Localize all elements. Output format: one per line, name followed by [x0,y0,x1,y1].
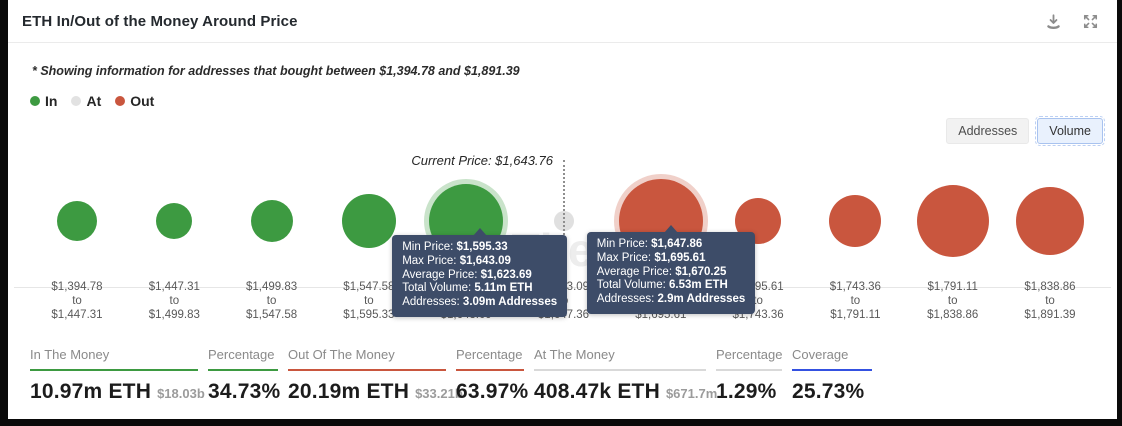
axis-label: $1,499.83 to $1,547.58 [246,281,298,321]
tooltip: Min Price: $1,647.86 Max Price: $1,695.61… [586,225,756,314]
tooltip: Min Price: $1,595.33 Max Price: $1,643.09… [392,228,568,317]
stat-secondary-value: $671.7m [665,386,718,401]
tooltip-line: Addresses: 2.9m Addresses [596,293,746,306]
axis-label: $1,547.58 to $1,595.33 [343,281,395,321]
stat-values: 10.97m ETH $18.03b [30,380,205,404]
download-icon[interactable] [1045,13,1062,30]
stat-values: 25.73% [792,380,872,404]
current-price-label: Current Price: $1,643.76 [411,153,553,168]
bubble-out-10[interactable] [916,185,989,257]
addresses-toggle-button[interactable]: Addresses [946,118,1030,144]
stat-values: 20.19m ETH $33.21b [288,380,463,404]
stat-label: In The Money [30,347,198,371]
stat-value: 408.47k ETH [534,380,660,403]
axis-label: $1,447.31 to $1,499.83 [148,281,200,321]
legend-item-in[interactable]: In [30,93,57,109]
stat-value: 10.97m ETH [30,380,152,403]
stat-values: 408.47k ETH $671.7m [534,380,717,404]
stat-at-the-money: At The Money 408.47k ETH $671.7m [534,347,717,404]
axis-label: $1,838.86 to $1,891.39 [1024,281,1076,321]
tooltip-line: Min Price: $1,647.86 [596,238,703,250]
axis-label: $1,394.78 to $1,447.31 [51,281,103,321]
tooltip-line: Total Volume: 6.53m ETH [596,279,728,292]
tooltip-line: Average Price: $1,623.69 [402,268,532,281]
tooltip-line: Total Volume: 5.11m ETH [402,282,533,295]
stat-secondary-value: $33.21b [415,386,463,401]
stat-secondary-value: $18.03b [157,386,205,401]
filter-note: * Showing information for addresses that… [32,64,520,78]
stat-label: Percentage [456,347,524,371]
legend-item-at[interactable]: At [71,93,101,109]
stat-label: Percentage [716,347,783,371]
stat-value: 34.73% [208,380,281,403]
stat-in-the-money: In The Money 10.97m ETH $18.03b [30,347,205,404]
tooltip-notch-icon [664,225,679,233]
stat-value: 1.29% [716,380,777,403]
view-toggle: Addresses Volume [946,116,1105,146]
bubble-in-1[interactable] [57,201,97,241]
bubble-out-9[interactable] [829,195,882,247]
bubble-in-3[interactable] [250,200,293,242]
expand-icon[interactable] [1082,13,1099,30]
legend-label: In [45,93,58,109]
legend-dot-icon [115,96,126,106]
tooltip-notch-icon [472,228,487,236]
bubble-in-4[interactable] [341,194,396,248]
stat-values: 63.97% [456,380,528,404]
tooltip-line: Max Price: $1,643.09 [402,254,511,267]
tooltip-line: Min Price: $1,595.33 [402,241,508,253]
stat-value: 25.73% [792,380,865,403]
stat-percentage: Percentage 34.73% [208,347,281,404]
legend-item-out[interactable]: Out [115,93,154,109]
stat-out-of-the-money: Out Of The Money 20.19m ETH $33.21b [288,347,463,404]
page-title: ETH In/Out of the Money Around Price [22,12,298,30]
stat-values: 34.73% [208,380,281,404]
stat-percentage: Percentage 63.97% [456,347,528,404]
stat-label: At The Money [534,347,706,371]
volume-toggle-button[interactable]: Volume [1035,116,1105,146]
tooltip-line: Max Price: $1,695.61 [596,251,706,264]
legend-dot-icon [71,96,82,106]
axis-label: $1,743.36 to $1,791.11 [829,281,881,321]
tooltip-line: Addresses: 3.09m Addresses [402,296,558,309]
legend: In At Out [30,93,1117,109]
stat-label: Percentage [208,347,278,371]
header-icons [1045,13,1099,30]
stat-values: 1.29% [716,380,782,404]
bubble-chart: IntoTheBlock Current Price: $1,643.76 $1… [8,147,1117,334]
tooltip-line: Average Price: $1,670.25 [596,265,727,278]
legend-label: Out [130,93,155,109]
stats-row: In The Money 10.97m ETH $18.03b Percentage 3… [30,347,1117,404]
legend-dot-icon [30,96,40,106]
stat-value: 63.97% [456,380,529,403]
stat-value: 20.19m ETH [288,380,410,403]
axis-label: $1,791.11 to $1,838.86 [927,281,979,321]
stat-percentage: Percentage 1.29% [716,347,783,404]
stat-label: Coverage [792,347,872,371]
bubble-out-11[interactable] [1016,187,1084,255]
stat-label: Out Of The Money [288,347,446,371]
current-price-line [563,160,565,287]
bubble-in-2[interactable] [156,203,193,239]
legend-label: At [86,93,102,109]
stat-coverage: Coverage 25.73% [792,347,872,404]
chart-card: ETH In/Out of the Money Around Price [8,0,1117,419]
card-header: ETH In/Out of the Money Around Price [8,0,1117,43]
